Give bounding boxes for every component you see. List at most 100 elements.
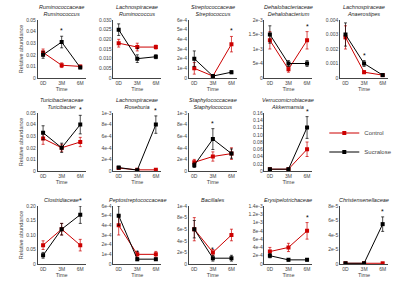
- svg-text:5e-4: 5e-4: [101, 212, 111, 218]
- svg-text:*: *: [79, 197, 82, 204]
- svg-text:0.06: 0.06: [253, 146, 263, 152]
- svg-text:StaphylococcaceaeStaphylococcu: StaphylococcaceaeStaphylococcus: [189, 97, 237, 110]
- svg-text:*: *: [211, 120, 214, 127]
- svg-text:Time: Time: [131, 86, 143, 92]
- svg-text:0: 0: [109, 168, 112, 174]
- svg-text:6M: 6M: [379, 266, 386, 272]
- svg-text:0.01: 0.01: [26, 63, 36, 69]
- svg-text:6M: 6M: [77, 173, 84, 179]
- svg-text:Time: Time: [207, 179, 219, 185]
- svg-text:6M: 6M: [304, 173, 311, 179]
- svg-text:0: 0: [336, 75, 339, 81]
- svg-text:3M: 3M: [285, 266, 292, 272]
- svg-text:6e-4: 6e-4: [101, 133, 111, 139]
- svg-text:3e-4: 3e-4: [101, 232, 111, 238]
- svg-text:0D: 0D: [342, 266, 349, 272]
- svg-text:3M: 3M: [361, 266, 368, 272]
- svg-text:2e-4: 2e-4: [101, 241, 111, 247]
- svg-text:0.03: 0.03: [26, 40, 36, 46]
- svg-text:0: 0: [260, 75, 263, 81]
- svg-text:*: *: [60, 27, 63, 34]
- svg-text:*: *: [154, 107, 157, 114]
- svg-text:Bacillales: Bacillales: [201, 197, 224, 203]
- svg-text:0D: 0D: [115, 266, 122, 272]
- svg-text:0.08: 0.08: [253, 139, 263, 145]
- svg-text:0.03: 0.03: [26, 133, 36, 139]
- svg-text:0: 0: [33, 261, 36, 267]
- svg-text:3M: 3M: [209, 173, 216, 179]
- svg-text:2e-4: 2e-4: [101, 156, 111, 162]
- svg-text:2e-3: 2e-3: [253, 17, 263, 23]
- svg-text:0.003: 0.003: [326, 31, 339, 37]
- svg-text:3M: 3M: [209, 266, 216, 272]
- svg-text:*: *: [306, 108, 309, 115]
- svg-text:LachnospiraceaeRuminococcus: LachnospiraceaeRuminococcus: [116, 4, 158, 17]
- svg-text:0D: 0D: [40, 266, 47, 272]
- svg-text:Time: Time: [358, 272, 370, 278]
- svg-text:Time: Time: [207, 86, 219, 92]
- svg-text:3e-4: 3e-4: [177, 46, 187, 52]
- svg-text:3M: 3M: [209, 80, 216, 86]
- svg-text:3M: 3M: [134, 266, 141, 272]
- svg-text:0.04: 0.04: [253, 153, 263, 159]
- svg-text:6e-5: 6e-5: [177, 226, 187, 232]
- svg-text:TuricibacteraceaeTuricibacter: TuricibacteraceaeTuricibacter: [40, 97, 83, 110]
- svg-text:5e-4: 5e-4: [253, 60, 263, 66]
- svg-text:0.12: 0.12: [253, 124, 263, 130]
- svg-text:2e-4: 2e-4: [253, 252, 263, 258]
- svg-text:6e-4: 6e-4: [101, 203, 111, 209]
- svg-text:LachnospiraceaeAnaerostipes: LachnospiraceaeAnaerostipes: [343, 4, 385, 17]
- svg-text:Peptostreptococcaceae: Peptostreptococcaceae: [109, 197, 166, 203]
- svg-text:Time: Time: [282, 272, 294, 278]
- svg-text:*: *: [306, 23, 309, 30]
- svg-text:8e-4: 8e-4: [101, 121, 111, 127]
- svg-text:4e-4: 4e-4: [177, 145, 187, 151]
- svg-text:0: 0: [109, 261, 112, 267]
- svg-text:Time: Time: [131, 272, 143, 278]
- svg-text:Time: Time: [358, 86, 370, 92]
- svg-text:3M: 3M: [58, 80, 65, 86]
- svg-text:0: 0: [260, 168, 263, 174]
- svg-text:6e-4: 6e-4: [253, 236, 263, 242]
- svg-text:3M: 3M: [134, 173, 141, 179]
- svg-text:Relative abundance: Relative abundance: [18, 211, 24, 260]
- svg-text:4e-4: 4e-4: [253, 244, 263, 250]
- svg-text:1e-3: 1e-3: [177, 110, 187, 116]
- svg-text:0.025: 0.025: [99, 26, 112, 32]
- svg-text:Time: Time: [56, 179, 68, 185]
- svg-text:0: 0: [184, 261, 187, 267]
- svg-text:3M: 3M: [285, 173, 292, 179]
- svg-text:0D: 0D: [342, 80, 349, 86]
- svg-text:6e-4: 6e-4: [177, 17, 187, 23]
- svg-text:0D: 0D: [191, 266, 198, 272]
- svg-text:4e-4: 4e-4: [177, 36, 187, 42]
- svg-text:1.4e-3: 1.4e-3: [248, 203, 262, 209]
- svg-text:0: 0: [184, 168, 187, 174]
- svg-text:0.004: 0.004: [326, 17, 339, 23]
- svg-text:*: *: [381, 208, 384, 215]
- svg-text:2e-5: 2e-5: [328, 246, 338, 252]
- svg-text:*: *: [136, 249, 139, 256]
- svg-text:*: *: [79, 106, 82, 113]
- svg-text:Relative abundance: Relative abundance: [18, 118, 24, 167]
- svg-text:2e-4: 2e-4: [177, 156, 187, 162]
- svg-text:3M: 3M: [58, 173, 65, 179]
- svg-text:*: *: [230, 27, 233, 34]
- svg-text:0: 0: [33, 168, 36, 174]
- svg-text:RuminococcaceaeRuminococcus: RuminococcaceaeRuminococcus: [39, 4, 84, 17]
- svg-text:8e-5: 8e-5: [177, 214, 187, 220]
- svg-text:0.01: 0.01: [26, 156, 36, 162]
- svg-text:1e-3: 1e-3: [253, 46, 263, 52]
- svg-text:0.001: 0.001: [326, 60, 339, 66]
- svg-text:Control: Control: [364, 130, 383, 136]
- svg-text:Time: Time: [282, 86, 294, 92]
- svg-text:4e-4: 4e-4: [101, 222, 111, 228]
- svg-text:0.05: 0.05: [26, 246, 36, 252]
- svg-text:Sucralose: Sucralose: [364, 149, 391, 155]
- svg-text:0.030: 0.030: [99, 17, 112, 23]
- svg-text:0D: 0D: [40, 80, 47, 86]
- svg-text:6e-5: 6e-5: [328, 217, 338, 223]
- svg-text:Time: Time: [56, 86, 68, 92]
- svg-text:6M: 6M: [304, 80, 311, 86]
- svg-text:0: 0: [109, 75, 112, 81]
